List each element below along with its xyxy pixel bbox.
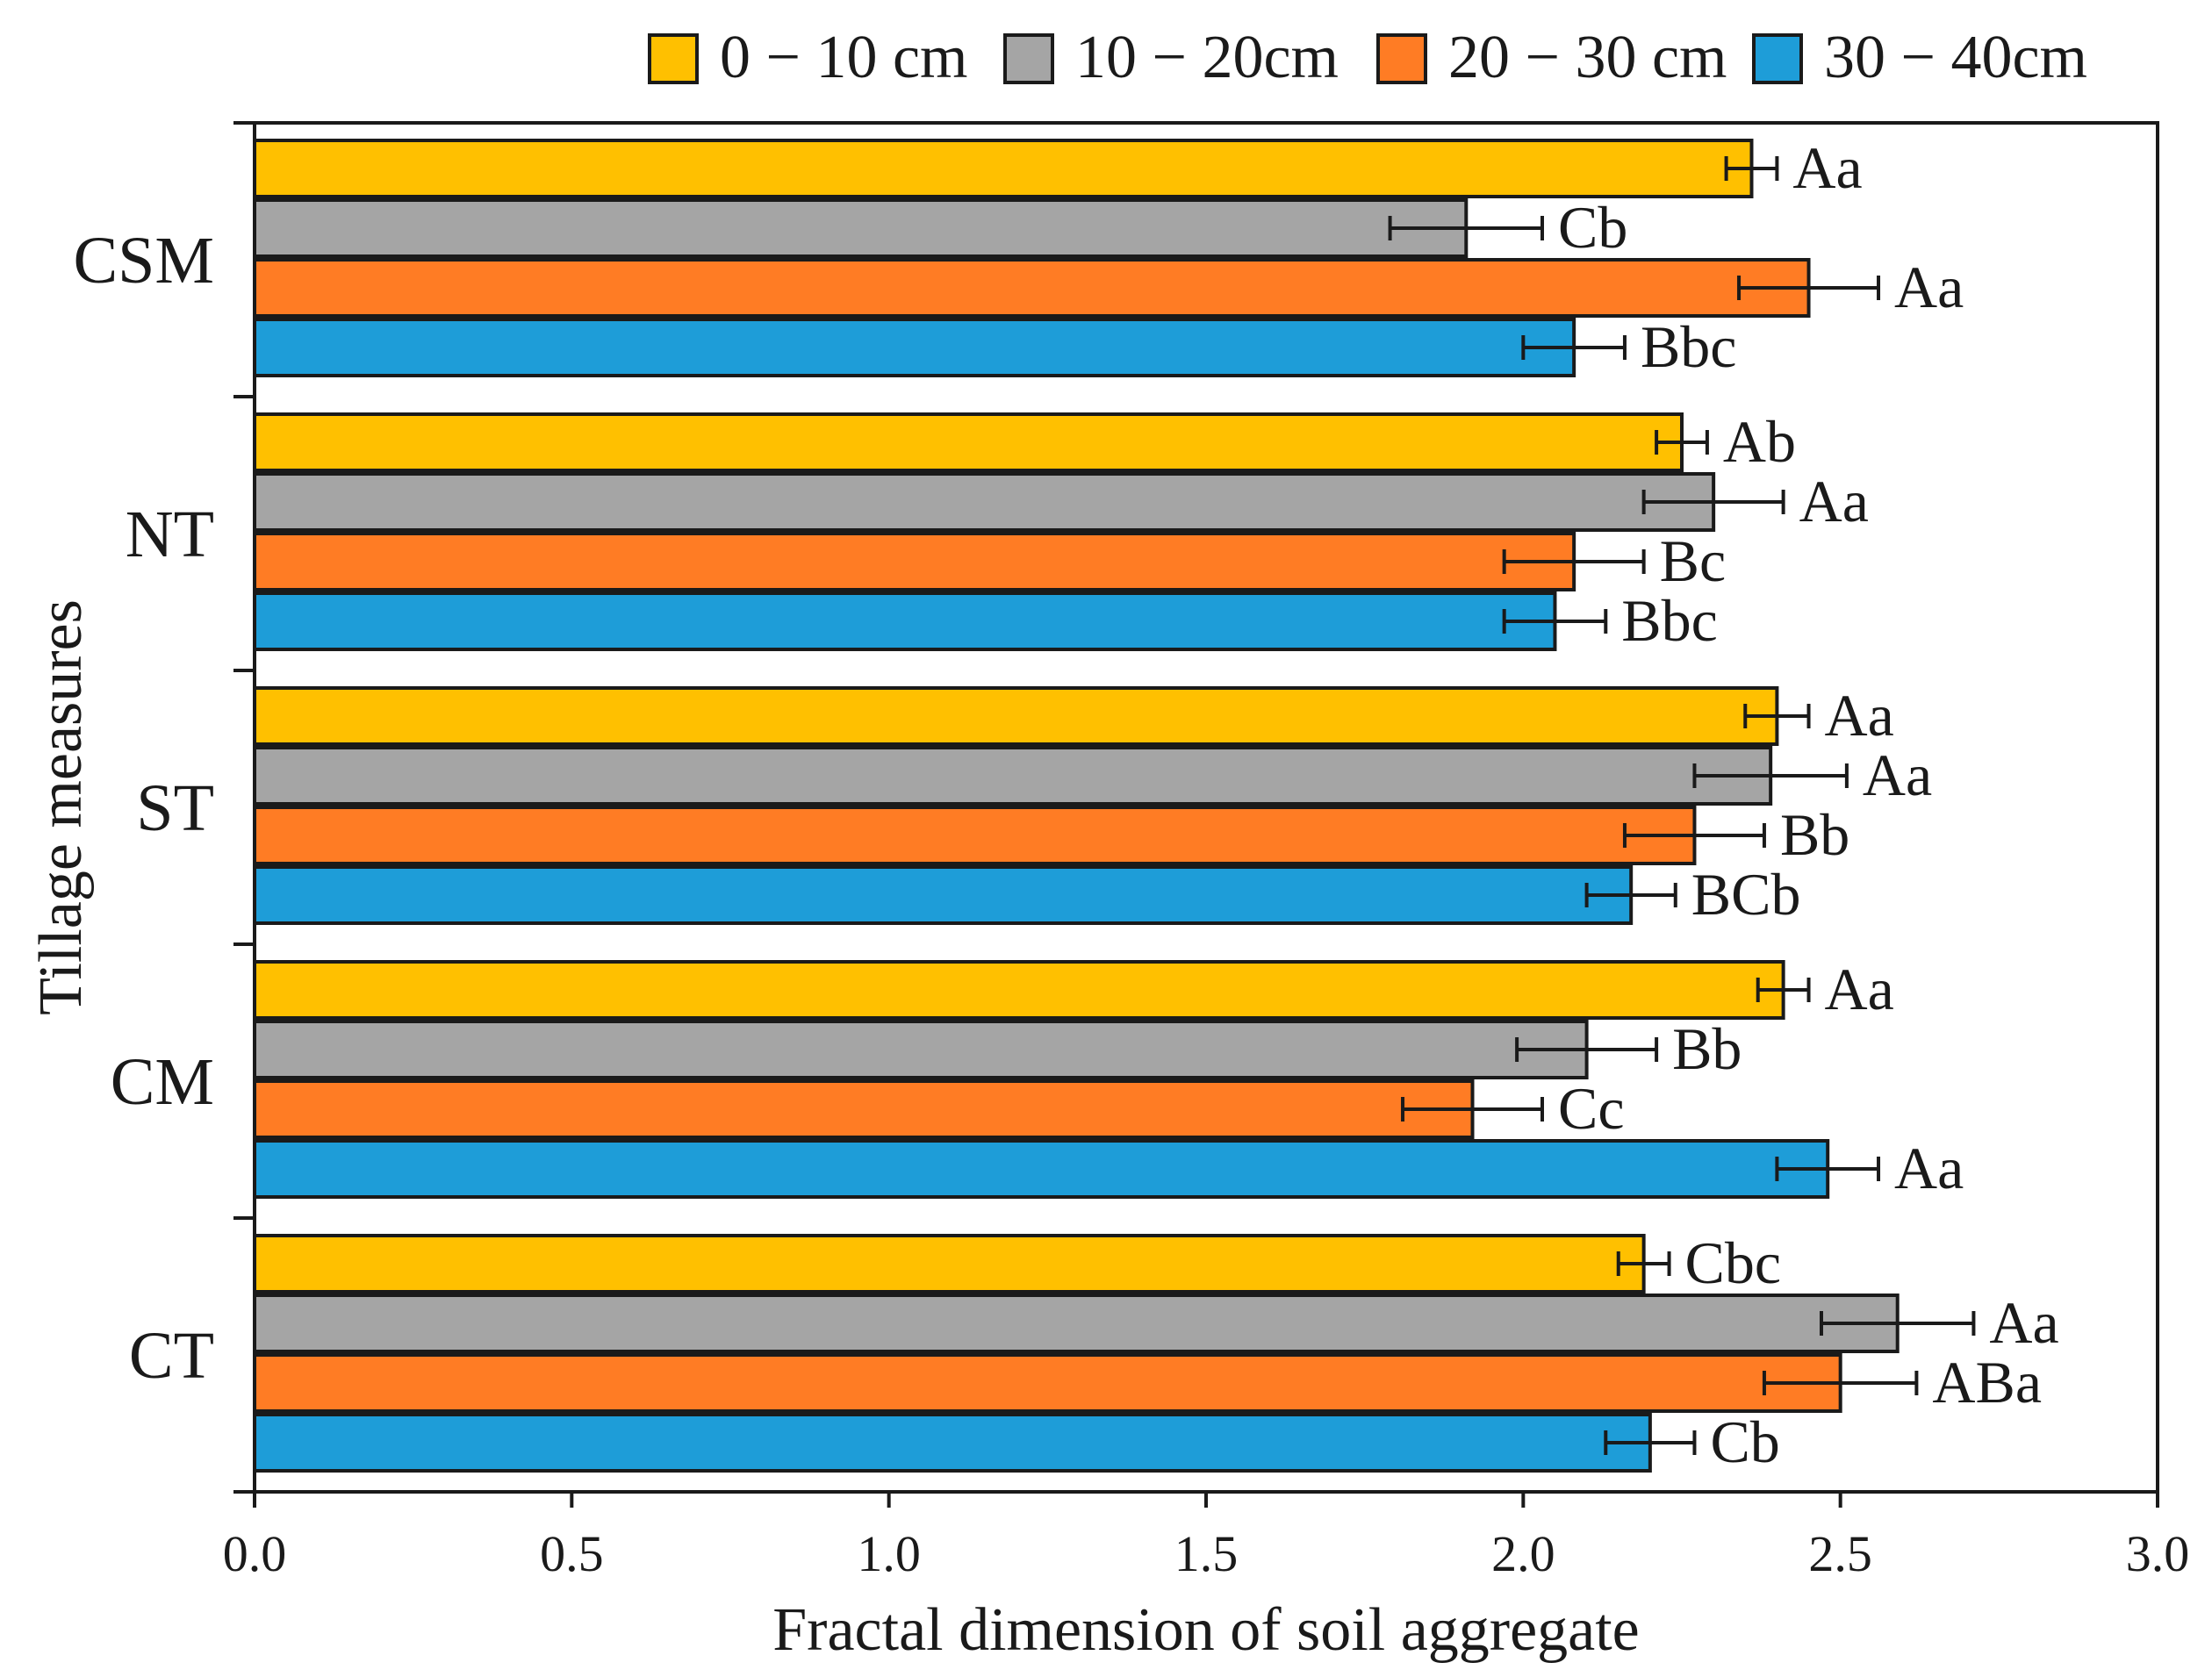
bar-cm-series-1 bbox=[253, 1020, 1589, 1079]
bar-cm-series-2 bbox=[253, 1079, 1475, 1139]
bar-ct-series-0 bbox=[253, 1234, 1646, 1294]
bar-nt-series-2 bbox=[253, 532, 1576, 591]
bar-cm-series-0 bbox=[253, 960, 1785, 1020]
y-axis-title: Tillage measures bbox=[27, 599, 95, 1015]
legend-label-2: 20 − 30 cm bbox=[1448, 24, 1727, 91]
significance-label: Aa bbox=[1989, 1289, 2058, 1356]
x-tick-label: 0.0 bbox=[223, 1525, 287, 1582]
bar-csm-series-2 bbox=[253, 258, 1811, 318]
legend: 0 − 10 cm 10 − 20cm 20 − 30 cm 30 − 40cm bbox=[648, 24, 2087, 91]
x-axis-title: Fractal dimension of soil aggregate bbox=[772, 1596, 1640, 1664]
bars: AaCbAaBbcAbAaBcBbcAaAaBbBCbAaBbCcAaCbcAa… bbox=[253, 134, 2059, 1475]
significance-label: Bbc bbox=[1641, 313, 1737, 380]
legend-swatch-1 bbox=[1003, 33, 1054, 84]
bar-csm-series-1 bbox=[253, 198, 1469, 258]
x-tick-label: 1.5 bbox=[1174, 1525, 1239, 1582]
axes: 0.0 0.5 1.0 1.5 2.0 2.5 3.0 CSM NT ST CM CT bbox=[73, 121, 2190, 1582]
category-label-csm: CSM bbox=[73, 224, 214, 297]
significance-label: Cc bbox=[1558, 1075, 1625, 1142]
significance-label: Bc bbox=[1660, 527, 1727, 594]
bar-nt-series-0 bbox=[253, 412, 1684, 472]
x-tick-label: 3.0 bbox=[2126, 1525, 2190, 1582]
legend-label-1: 10 − 20cm bbox=[1075, 24, 1339, 91]
x-tick-label: 2.0 bbox=[1491, 1525, 1555, 1582]
category-label-cm: CM bbox=[111, 1045, 214, 1119]
bar-st-series-0 bbox=[253, 686, 1779, 746]
significance-label: Ab bbox=[1723, 408, 1796, 475]
bar-cm-series-3 bbox=[253, 1139, 1830, 1199]
significance-label: Cb bbox=[1558, 194, 1627, 261]
legend-swatch-3 bbox=[1752, 33, 1803, 84]
x-tick-label: 1.0 bbox=[857, 1525, 921, 1582]
bar-ct-series-3 bbox=[253, 1413, 1652, 1473]
legend-label-0: 0 − 10 cm bbox=[720, 24, 968, 91]
significance-label: Cb bbox=[1710, 1408, 1779, 1475]
x-tick-label: 2.5 bbox=[1808, 1525, 1872, 1582]
bar-csm-series-3 bbox=[253, 318, 1576, 377]
significance-label: BCb bbox=[1691, 861, 1801, 928]
significance-label: Aa bbox=[1894, 1135, 1964, 1201]
significance-label: ABa bbox=[1932, 1349, 2042, 1415]
bar-st-series-1 bbox=[253, 746, 1773, 806]
bar-st-series-2 bbox=[253, 806, 1697, 865]
significance-label: Aa bbox=[1894, 254, 1964, 320]
bar-csm-series-0 bbox=[253, 139, 1754, 198]
category-label-ct: CT bbox=[129, 1319, 214, 1393]
bar-ct-series-1 bbox=[253, 1294, 1900, 1353]
significance-label: Aa bbox=[1799, 468, 1869, 534]
bar-nt-series-3 bbox=[253, 591, 1557, 651]
x-tick-label: 0.5 bbox=[540, 1525, 604, 1582]
significance-label: Aa bbox=[1825, 682, 1894, 749]
bar-nt-series-1 bbox=[253, 472, 1716, 532]
significance-label: Aa bbox=[1863, 742, 1932, 808]
significance-label: Aa bbox=[1825, 956, 1894, 1022]
legend-swatch-0 bbox=[648, 33, 699, 84]
significance-label: Cbc bbox=[1685, 1229, 1782, 1296]
category-label-nt: NT bbox=[126, 498, 214, 571]
significance-label: Bb bbox=[1780, 801, 1849, 868]
legend-label-3: 30 − 40cm bbox=[1824, 24, 2087, 91]
bar-st-series-3 bbox=[253, 865, 1634, 925]
significance-label: Bb bbox=[1672, 1015, 1742, 1082]
bar-ct-series-2 bbox=[253, 1353, 1842, 1413]
category-label-st: ST bbox=[136, 771, 214, 845]
significance-label: Bbc bbox=[1621, 587, 1718, 654]
significance-label: Aa bbox=[1792, 134, 1862, 201]
legend-swatch-2 bbox=[1376, 33, 1427, 84]
